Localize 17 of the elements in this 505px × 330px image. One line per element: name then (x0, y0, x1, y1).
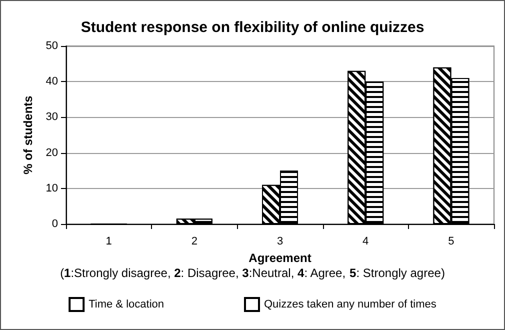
legend-label: Time & location (88, 298, 164, 310)
chart-title: Student response on flexibility of online quizzes (80, 19, 424, 36)
x-axis-title: Agreement (248, 250, 312, 265)
x-tick-label: 3 (276, 236, 284, 248)
y-tick-label: 0 (52, 218, 58, 230)
legend-label: Quizzes taken any number of times (264, 298, 437, 310)
x-tick-label: 2 (191, 236, 198, 248)
x-tick-label: 4 (362, 236, 369, 248)
y-tick-label: 20 (46, 146, 58, 159)
x-tick-label: 1 (106, 236, 112, 248)
y-tick-label: 30 (46, 111, 58, 124)
y-tick-label: 10 (46, 182, 58, 194)
y-tick-label: 40 (46, 76, 58, 88)
text: (1:Strongly disagree, 2: Disagree, 3:Neutral, 4: Agree, 5: Strongly agree) (60, 266, 445, 280)
y-axis-title: % of students (21, 95, 35, 174)
x-tick-label: 5 (448, 236, 454, 248)
y-tick-label: 50 (46, 40, 58, 52)
